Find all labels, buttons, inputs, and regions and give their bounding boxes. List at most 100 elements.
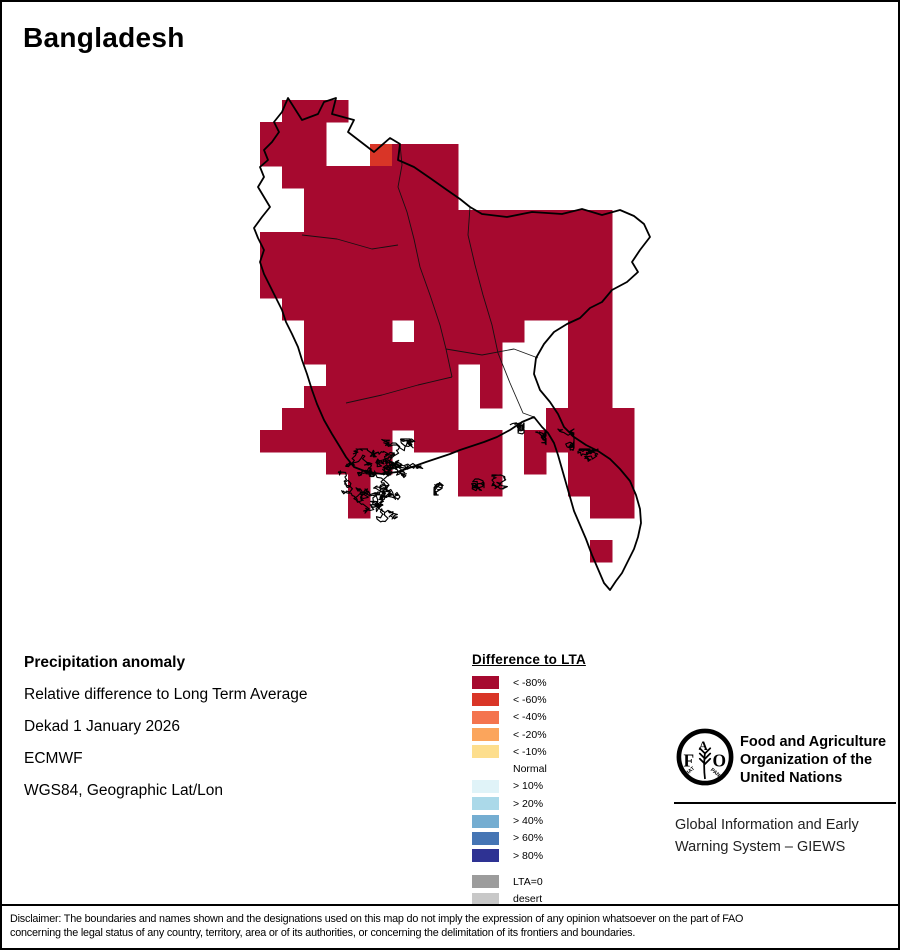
svg-text:F: F	[684, 750, 695, 770]
svg-text:A: A	[699, 739, 709, 753]
anomaly-cell	[612, 496, 635, 519]
anomaly-cell	[326, 452, 349, 475]
coast-scribble	[535, 431, 547, 446]
anomaly-cell	[436, 166, 459, 189]
anomaly-cell	[546, 254, 569, 277]
anomaly-cell	[480, 452, 503, 475]
anomaly-cell	[260, 254, 283, 277]
anomaly-cell	[348, 320, 371, 343]
anomaly-cell	[568, 232, 591, 255]
legend-swatch	[472, 710, 499, 724]
anomaly-cell	[370, 188, 393, 211]
anomaly-cell	[436, 320, 459, 343]
anomaly-cell	[568, 210, 591, 233]
legend-item: > 80%	[472, 847, 586, 864]
anomaly-cell	[348, 254, 371, 277]
coast-scribble	[337, 470, 401, 523]
anomaly-cell	[414, 408, 437, 431]
anomaly-cell	[392, 298, 415, 321]
map-metadata: Precipitation anomaly Relative differenc…	[24, 654, 308, 814]
org-line: United Nations	[740, 770, 843, 786]
anomaly-cell	[612, 430, 635, 453]
giews-line: Warning System – GIEWS	[675, 839, 846, 855]
anomaly-cell	[480, 386, 503, 409]
legend-item-label: < -40%	[513, 711, 547, 724]
legend-swatch	[472, 849, 499, 863]
anomaly-cell	[370, 254, 393, 277]
legend-swatch	[472, 875, 499, 889]
anomaly-cell	[304, 166, 327, 189]
anomaly-cell	[392, 232, 415, 255]
anomaly-cell	[590, 232, 613, 255]
anomaly-cell	[590, 210, 613, 233]
anomaly-cell	[370, 298, 393, 321]
anomaly-cell	[326, 408, 349, 431]
anomaly-cell	[414, 232, 437, 255]
anomaly-cell	[370, 232, 393, 255]
anomaly-cell	[326, 254, 349, 277]
legend-swatch	[472, 814, 499, 828]
anomaly-cell	[480, 276, 503, 299]
anomaly-cell	[392, 408, 415, 431]
anomaly-cell	[502, 232, 525, 255]
anomaly-cell	[568, 452, 591, 475]
legend-gap	[472, 864, 586, 873]
anomaly-cell	[458, 298, 481, 321]
giews-label: Global Information and Early Warning Sys…	[675, 814, 859, 858]
anomaly-cell	[436, 144, 459, 167]
anomaly-cell	[326, 276, 349, 299]
anomaly-cell	[458, 276, 481, 299]
anomaly-cell	[304, 430, 327, 453]
anomaly-cell	[392, 276, 415, 299]
fao-logo-icon: F A O FIAT PANIS	[676, 728, 734, 786]
legend-item: < -20%	[472, 726, 586, 743]
anomaly-cell	[458, 254, 481, 277]
anomaly-cell	[480, 232, 503, 255]
legend-item: > 10%	[472, 778, 586, 795]
anomaly-cell	[414, 430, 437, 453]
anomaly-cell	[502, 320, 525, 343]
legend-item-label: > 10%	[513, 780, 544, 793]
coast-scribble	[433, 481, 444, 496]
disclaimer-text: concerning the legal status of any count…	[10, 927, 636, 939]
legend-item: LTA=0	[472, 873, 586, 890]
anomaly-cell	[458, 320, 481, 343]
coast-scribble	[577, 448, 599, 462]
anomaly-cell	[282, 232, 305, 255]
legend-item: > 20%	[472, 795, 586, 812]
anomaly-cell	[414, 320, 437, 343]
anomaly-cell	[568, 408, 591, 431]
coast-scribble	[509, 422, 525, 435]
anomaly-cell	[436, 254, 459, 277]
page-title: Bangladesh	[23, 22, 185, 53]
anomaly-cell	[348, 276, 371, 299]
anomaly-cell	[590, 386, 613, 409]
anomaly-cell	[282, 408, 305, 431]
anomaly-cell	[348, 386, 371, 409]
metadata-line: Relative difference to Long Term Average	[24, 686, 308, 703]
anomaly-cell	[326, 100, 349, 123]
anomaly-cell	[480, 430, 503, 453]
org-line: Food and Agriculture	[740, 734, 887, 750]
legend-item: desert	[472, 891, 586, 908]
anomaly-cell	[392, 166, 415, 189]
legend-item: Normal	[472, 760, 586, 777]
legend-swatch	[472, 892, 499, 906]
anomaly-cell	[590, 276, 613, 299]
legend-swatch	[472, 779, 499, 793]
anomaly-cell	[590, 408, 613, 431]
anomaly-cell	[304, 342, 327, 365]
legend-swatch-empty	[472, 763, 499, 776]
anomaly-cell	[348, 232, 371, 255]
anomaly-cell	[546, 232, 569, 255]
anomaly-cell	[348, 342, 371, 365]
anomaly-cell	[590, 342, 613, 365]
anomaly-cell	[348, 188, 371, 211]
anomaly-cell	[414, 276, 437, 299]
legend-swatch	[472, 831, 499, 845]
anomaly-cell	[326, 342, 349, 365]
anomaly-cell	[414, 364, 437, 387]
legend-item: > 60%	[472, 830, 586, 847]
anomaly-cell	[590, 430, 613, 453]
anomaly-cell	[348, 298, 371, 321]
